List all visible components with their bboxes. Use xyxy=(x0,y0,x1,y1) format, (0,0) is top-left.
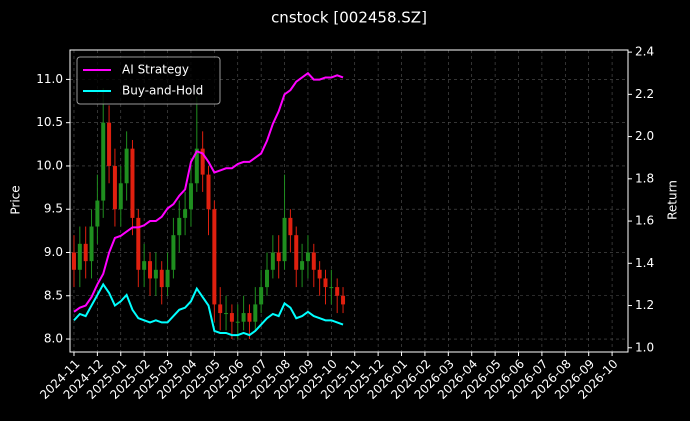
candle-body xyxy=(212,209,217,305)
y-axis-label: Price xyxy=(9,185,23,214)
candle-body xyxy=(165,269,170,288)
candle-body xyxy=(264,269,269,288)
y-tick-label: 8.5 xyxy=(44,288,63,302)
y2-tick-label: 1.4 xyxy=(635,256,654,270)
candle-body xyxy=(177,217,182,236)
candle-body xyxy=(282,217,287,262)
candle-body xyxy=(148,261,153,279)
candle-body xyxy=(329,287,334,289)
candle-body xyxy=(130,148,135,218)
candle-body xyxy=(270,252,275,270)
candle-body xyxy=(89,226,94,262)
y2-tick-label: 2.2 xyxy=(635,87,654,101)
candle-body xyxy=(311,252,316,270)
candle-body xyxy=(288,217,293,236)
candle-body xyxy=(77,243,82,270)
candle-body xyxy=(335,287,340,296)
y-tick-label: 10.0 xyxy=(36,158,63,172)
y-tick-label: 9.0 xyxy=(44,245,63,259)
candle-body xyxy=(183,209,188,218)
candle-body xyxy=(118,183,123,210)
candle-body xyxy=(107,122,112,166)
y2-tick-label: 2.4 xyxy=(635,45,654,59)
candle-body xyxy=(95,200,100,227)
candle-body xyxy=(200,148,205,175)
candle-body xyxy=(276,252,281,262)
candle-body xyxy=(259,287,264,305)
candle-body xyxy=(159,269,164,288)
y-tick-label: 9.5 xyxy=(44,202,63,216)
candle-body xyxy=(71,252,76,270)
series-line xyxy=(73,282,344,337)
candle-body xyxy=(305,252,310,262)
candle-body xyxy=(224,313,229,315)
y-tick-label: 10.5 xyxy=(36,115,63,129)
candle-body xyxy=(218,304,223,314)
candle-body xyxy=(323,278,328,288)
candle-body xyxy=(188,183,193,210)
legend-box xyxy=(76,56,221,105)
y-tick-label: 8.0 xyxy=(44,332,63,346)
series-line xyxy=(73,71,344,313)
y2-tick-label: 1.6 xyxy=(635,214,654,228)
candle-body xyxy=(235,321,240,323)
legend-label: AI Strategy xyxy=(122,63,189,77)
chart-title: cnstock [002458.SZ] xyxy=(271,9,427,27)
candle-body xyxy=(153,269,158,279)
candle-body xyxy=(112,165,117,210)
legend-label: Buy-and-Hold xyxy=(122,84,203,98)
y2-tick-label: 1.2 xyxy=(635,298,654,312)
candle-body xyxy=(194,148,199,184)
candle-body xyxy=(101,122,106,201)
y2-tick-label: 2.0 xyxy=(635,129,654,143)
marks-layer xyxy=(71,71,346,340)
candle-body xyxy=(253,304,258,322)
y2-axis-label: Return xyxy=(666,180,680,220)
legend: AI Strategy Buy-and-Hold xyxy=(76,56,221,105)
y2-tick-label: 1.0 xyxy=(635,340,654,354)
candle-body xyxy=(294,235,299,270)
candle-body xyxy=(206,174,211,210)
y2-tick-label: 1.8 xyxy=(635,171,654,185)
candle-body xyxy=(171,235,176,270)
candle-body xyxy=(247,313,252,322)
candle-body xyxy=(83,243,88,262)
y-tick-label: 11.0 xyxy=(36,72,63,86)
candle-body xyxy=(124,148,129,184)
candle-body xyxy=(341,295,346,305)
plot-frame xyxy=(69,49,629,353)
candle-body xyxy=(300,261,305,270)
candle-body xyxy=(317,269,322,279)
candle-body xyxy=(142,261,147,270)
candle-body xyxy=(136,217,141,270)
candle-body xyxy=(241,313,246,322)
candle-body xyxy=(229,313,234,322)
